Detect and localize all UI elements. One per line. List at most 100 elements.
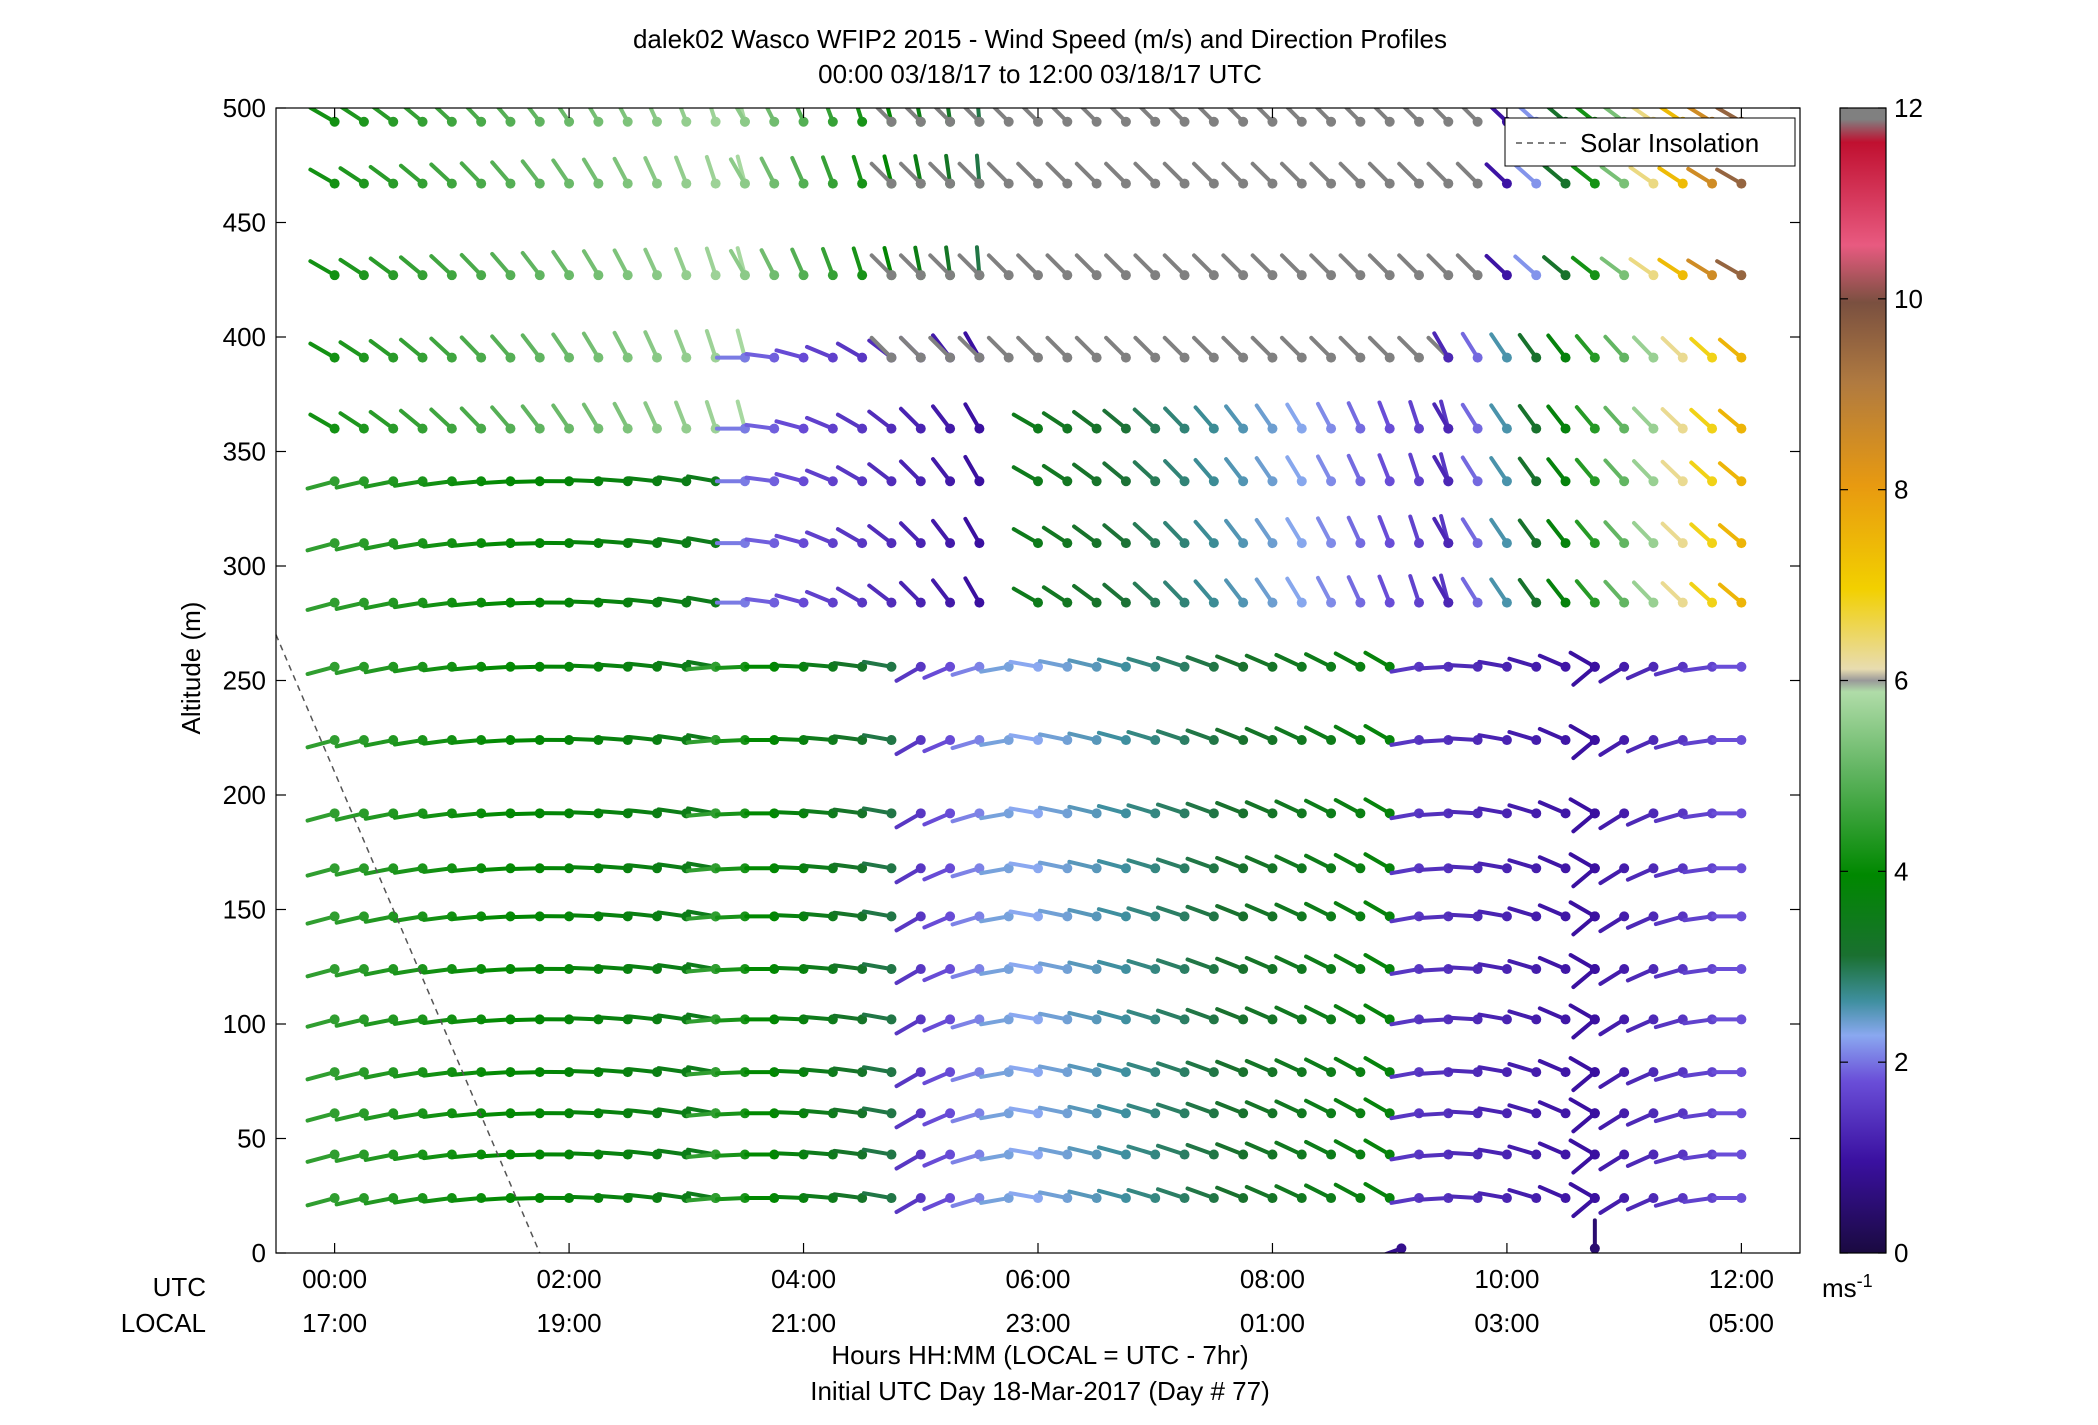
wind-barb-dot — [1355, 863, 1366, 874]
wind-barb-dot — [681, 597, 692, 608]
wind-barb-dot — [1677, 270, 1688, 281]
wind-barb-dot — [1472, 352, 1483, 363]
wind-barb-dot — [1238, 661, 1249, 672]
wind-barb-dot — [1619, 735, 1630, 746]
wind-barb-dot — [1326, 538, 1337, 549]
wind-barb-dot — [1648, 1108, 1659, 1119]
wind-barb-dot — [1033, 911, 1043, 922]
wind-barb-dot — [1384, 1014, 1395, 1025]
wind-barb-dot — [886, 116, 897, 127]
x-axis-label: Hours HH:MM (LOCAL = UTC - 7hr) — [831, 1340, 1248, 1370]
wind-barb-dot — [1736, 1149, 1747, 1160]
wind-barb-dot — [857, 808, 868, 819]
wind-barb-dot — [798, 270, 809, 281]
wind-barb-dot — [915, 538, 926, 549]
wind-barb-dot — [1033, 476, 1043, 487]
wind-barb-dot — [1033, 1108, 1043, 1119]
wind-barb-dot — [1501, 661, 1512, 672]
wind-barb-dot — [1619, 178, 1630, 189]
wind-barb-dot — [329, 1108, 340, 1119]
wind-barb-dot — [1326, 808, 1337, 819]
wind-barb-dot — [915, 735, 926, 746]
wind-barb-dot — [857, 270, 868, 281]
wind-barb-dot — [1384, 911, 1395, 922]
local-row-label: LOCAL — [121, 1308, 206, 1338]
wind-barb-dot — [1501, 423, 1512, 434]
wind-barb-dot — [974, 911, 985, 922]
wind-barb-dot — [1355, 1067, 1366, 1078]
wind-barb-dot — [1736, 735, 1747, 746]
wind-barb-dot — [329, 1014, 340, 1025]
wind-barb-dot — [1033, 423, 1043, 434]
wind-barb-dot — [1414, 178, 1424, 189]
wind-barb-dot — [417, 178, 428, 189]
wind-barb-dot — [974, 661, 985, 672]
chart-title: dalek02 Wasco WFIP2 2015 - Wind Speed (m… — [633, 24, 1447, 54]
x-axis: 00:00 17:00 02:00 19:00 04:00 21:00 06:00 23:00… — [302, 108, 1774, 1338]
wind-barb-dot — [1501, 1067, 1512, 1078]
wind-barb-dot — [1560, 597, 1571, 608]
wind-barb-dot — [827, 597, 838, 608]
wind-barb-dot — [1707, 270, 1718, 281]
wind-barb-dot — [798, 476, 809, 487]
wind-barb-dot — [358, 808, 369, 819]
wind-barb-dot — [505, 352, 516, 363]
wind-barb-dot — [710, 116, 721, 127]
wind-barb-dot — [1648, 352, 1659, 363]
wind-barb-dot — [1296, 597, 1307, 608]
wind-barb-dot — [915, 1067, 926, 1078]
wind-barb-dot — [1326, 1067, 1337, 1078]
wind-barb-dot — [886, 423, 897, 434]
wind-barb-dot — [564, 423, 575, 434]
wind-barb-dot — [1589, 863, 1600, 874]
wind-barb-dot — [1179, 597, 1190, 608]
wind-barb-dot — [1501, 863, 1512, 874]
wind-barb-dot — [329, 1149, 340, 1160]
wind-barb-dot — [564, 116, 575, 127]
wind-barb-dot — [739, 178, 750, 189]
wind-barb-dot — [1003, 911, 1014, 922]
wind-barb-dot — [1091, 476, 1102, 487]
wind-barb-dot — [1120, 1193, 1131, 1204]
x-tick-label-local: 23:00 — [1005, 1308, 1070, 1338]
wind-barb-dot — [329, 911, 340, 922]
x-tick-label-utc: 06:00 — [1005, 1264, 1070, 1294]
wind-barb-dot — [827, 423, 838, 434]
y-tick-label: 500 — [223, 93, 266, 123]
wind-barb-dot — [1384, 735, 1395, 746]
chart-subtitle: 00:00 03/18/17 to 12:00 03/18/17 UTC — [818, 59, 1262, 89]
wind-barb-dot — [1238, 911, 1249, 922]
wind-barb-dot — [1062, 597, 1073, 608]
wind-barb-dot — [1208, 964, 1219, 975]
wind-barb-dot — [1531, 1108, 1542, 1119]
y-tick-label: 150 — [223, 895, 266, 925]
wind-barb-dot — [1560, 863, 1571, 874]
wind-barb-dot — [1062, 476, 1073, 487]
wind-barb-dot — [1120, 1067, 1131, 1078]
wind-barb-dot — [358, 1193, 369, 1204]
wind-barb-dot — [915, 352, 926, 363]
wind-barb-dot — [886, 1193, 897, 1204]
wind-barb-dot — [974, 1067, 985, 1078]
wind-barb-dot — [798, 538, 809, 549]
wind-barb-dot — [710, 178, 721, 189]
wind-barb-dot — [505, 116, 516, 127]
wind-barb-dot — [1472, 808, 1483, 819]
wind-barb-dot — [1208, 735, 1219, 746]
wind-barb-dot — [358, 178, 369, 189]
wind-barb-dot — [622, 116, 633, 127]
y-tick-label: 450 — [223, 208, 266, 238]
wind-barb-dot — [1208, 270, 1219, 281]
wind-barb-dot — [1589, 538, 1600, 549]
wind-barb-dot — [1736, 538, 1747, 549]
wind-barb-dot — [1003, 270, 1014, 281]
wind-barb-dot — [1589, 735, 1600, 746]
wind-barb-dot — [1531, 1014, 1542, 1025]
wind-barb-dot — [1091, 597, 1102, 608]
wind-barb-dot — [1384, 116, 1395, 127]
wind-barb-dot — [1736, 1193, 1747, 1204]
wind-barb-dot — [446, 423, 457, 434]
wind-barb-dot — [1472, 178, 1483, 189]
y-tick-label: 400 — [223, 322, 266, 352]
wind-barb-dot — [534, 178, 545, 189]
